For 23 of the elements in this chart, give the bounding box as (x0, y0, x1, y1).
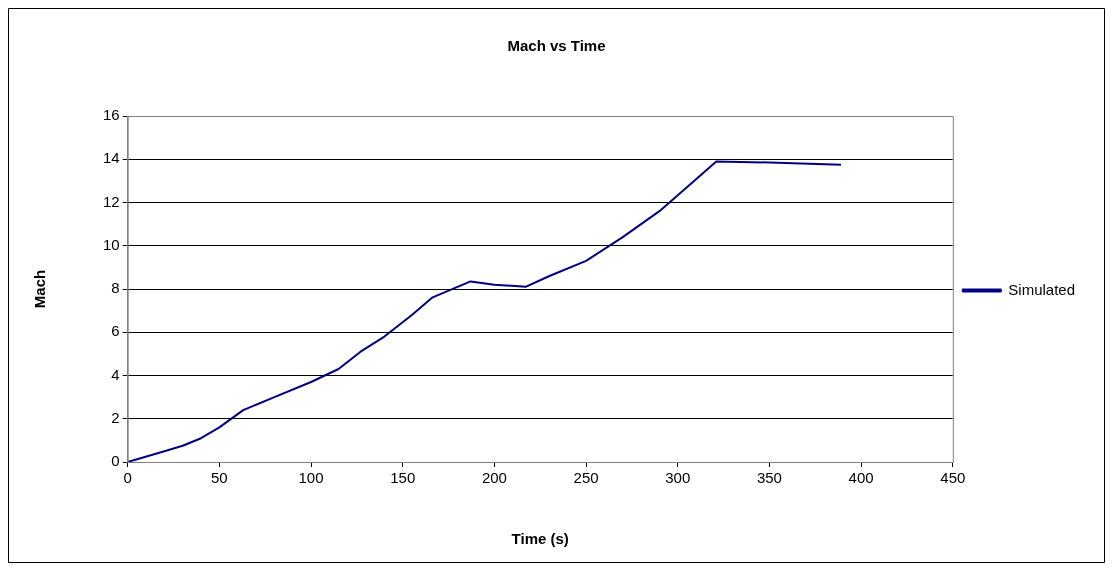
x-tick-label: 0 (123, 469, 132, 487)
x-tick-label: 250 (573, 469, 599, 487)
y-tick-label: 12 (103, 192, 120, 210)
y-tick-label: 14 (103, 149, 120, 167)
y-tick-label: 10 (103, 235, 120, 253)
x-tick-label: 300 (665, 469, 691, 487)
x-tick-label: 450 (940, 469, 966, 487)
x-axis-title: Time (s) (511, 530, 569, 548)
y-tick-label: 0 (111, 452, 120, 470)
x-tick-label: 50 (211, 469, 228, 487)
x-tick-label: 400 (848, 469, 874, 487)
y-tick-label: 6 (111, 322, 120, 340)
x-tick-label: 100 (298, 469, 324, 487)
x-tick-label: 350 (756, 469, 782, 487)
y-tick-label: 2 (111, 408, 120, 426)
x-tick-label: 200 (481, 469, 507, 487)
legend-label: Simulated (1008, 280, 1075, 298)
y-tick-label: 4 (111, 365, 120, 383)
y-tick-label: 16 (103, 106, 120, 124)
y-axis-title: Mach (31, 269, 49, 309)
chart-title: Mach vs Time (507, 37, 606, 55)
y-tick-label: 8 (111, 279, 120, 297)
x-tick-label: 150 (390, 469, 416, 487)
